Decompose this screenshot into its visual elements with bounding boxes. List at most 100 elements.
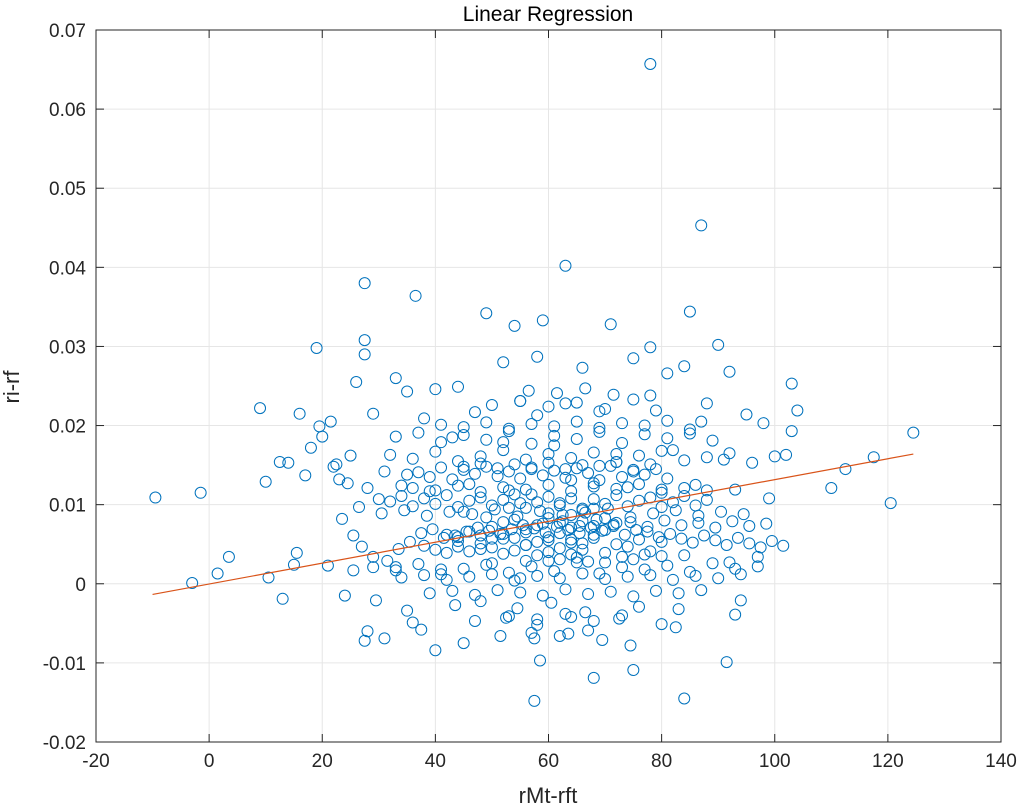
y-tick-label: 0.07 bbox=[49, 21, 86, 42]
data-point bbox=[559, 471, 572, 484]
data-point bbox=[644, 569, 657, 582]
data-point bbox=[641, 525, 654, 538]
data-point bbox=[678, 489, 691, 502]
data-point bbox=[418, 492, 431, 505]
data-point bbox=[542, 490, 555, 503]
data-point bbox=[367, 561, 380, 574]
data-point bbox=[587, 614, 600, 627]
data-point bbox=[254, 402, 267, 415]
data-point bbox=[440, 546, 453, 559]
data-point bbox=[443, 505, 456, 518]
data-point bbox=[508, 574, 521, 587]
data-point bbox=[474, 542, 487, 555]
data-point bbox=[406, 482, 419, 495]
data-point bbox=[700, 484, 713, 497]
data-point bbox=[686, 536, 699, 549]
data-point bbox=[321, 559, 334, 572]
y-tick-label: 0.06 bbox=[49, 100, 86, 121]
data-point bbox=[731, 531, 744, 544]
x-tick-label: 20 bbox=[312, 751, 333, 772]
data-point bbox=[621, 481, 634, 494]
data-point bbox=[531, 535, 544, 548]
data-point bbox=[435, 418, 448, 431]
data-point bbox=[661, 367, 674, 380]
data-point bbox=[483, 524, 496, 537]
data-point bbox=[593, 405, 606, 418]
data-point bbox=[525, 437, 538, 450]
data-point bbox=[627, 393, 640, 406]
data-point bbox=[712, 572, 725, 585]
data-point bbox=[644, 458, 657, 471]
data-point bbox=[531, 496, 544, 509]
x-tick-label: 0 bbox=[204, 751, 215, 772]
data-point bbox=[633, 449, 645, 462]
x-tick-label: 60 bbox=[538, 751, 559, 772]
y-tick-label: 0 bbox=[75, 575, 86, 596]
data-point bbox=[273, 455, 286, 468]
data-point bbox=[418, 412, 431, 425]
data-point bbox=[607, 388, 620, 401]
data-point bbox=[576, 361, 589, 374]
data-point bbox=[485, 398, 498, 411]
data-point bbox=[740, 408, 753, 421]
data-point bbox=[488, 503, 501, 516]
data-point bbox=[601, 502, 614, 515]
data-point bbox=[423, 587, 436, 600]
x-tick-label: 100 bbox=[759, 751, 791, 772]
data-point bbox=[330, 458, 343, 471]
data-point bbox=[406, 452, 419, 465]
data-point bbox=[678, 692, 691, 705]
data-point bbox=[429, 484, 442, 497]
data-point bbox=[884, 497, 897, 510]
data-point bbox=[576, 543, 589, 556]
data-point bbox=[446, 431, 459, 444]
data-point bbox=[565, 548, 578, 561]
data-point bbox=[751, 560, 764, 573]
data-point bbox=[610, 448, 623, 461]
data-point bbox=[599, 573, 612, 586]
data-point bbox=[457, 562, 470, 575]
y-tick-label: 0.03 bbox=[49, 337, 86, 358]
data-point bbox=[698, 529, 711, 542]
data-point bbox=[562, 523, 575, 536]
data-point bbox=[777, 539, 790, 552]
x-tick-label: 140 bbox=[985, 751, 1017, 772]
data-point bbox=[556, 508, 569, 521]
data-point bbox=[449, 529, 462, 542]
data-point bbox=[729, 608, 742, 621]
data-point bbox=[395, 479, 408, 492]
data-point bbox=[579, 382, 592, 395]
data-point bbox=[559, 463, 572, 476]
data-point bbox=[683, 427, 696, 440]
regression-line bbox=[152, 453, 914, 596]
data-point bbox=[466, 508, 479, 521]
data-point bbox=[548, 439, 561, 452]
data-point bbox=[661, 432, 674, 445]
data-point bbox=[565, 533, 578, 546]
data-point bbox=[678, 454, 691, 467]
data-point bbox=[313, 420, 326, 433]
data-point bbox=[712, 338, 725, 351]
data-point bbox=[358, 334, 371, 347]
data-point bbox=[423, 470, 436, 483]
data-point bbox=[610, 489, 623, 502]
data-point bbox=[579, 606, 592, 619]
data-point bbox=[531, 519, 544, 532]
data-point bbox=[553, 542, 566, 555]
data-point bbox=[395, 571, 408, 584]
data-point bbox=[452, 535, 464, 548]
data-point bbox=[429, 445, 442, 458]
x-tick-label: 120 bbox=[872, 751, 904, 772]
data-point bbox=[378, 465, 391, 478]
data-point bbox=[440, 573, 453, 586]
data-point bbox=[655, 444, 668, 457]
data-point bbox=[565, 521, 578, 534]
data-point bbox=[765, 535, 778, 548]
data-point bbox=[497, 493, 510, 506]
data-point bbox=[743, 537, 756, 550]
data-point bbox=[720, 539, 733, 552]
data-point bbox=[666, 496, 679, 509]
data-point bbox=[548, 420, 561, 433]
data-point bbox=[573, 527, 586, 540]
data-point bbox=[468, 614, 481, 627]
